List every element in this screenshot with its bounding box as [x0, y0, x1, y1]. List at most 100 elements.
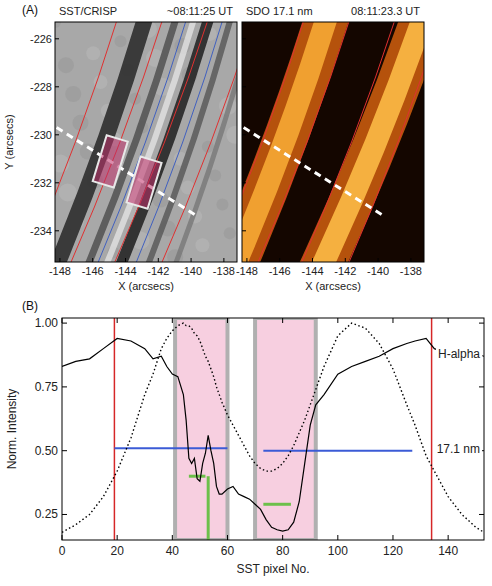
y-tick [62, 514, 67, 515]
feature [345, 22, 424, 262]
x-tick-label: -146 [269, 265, 291, 277]
x-tick [410, 258, 411, 262]
shaded-region [255, 318, 316, 540]
x-tick-label: 60 [221, 544, 235, 558]
series-label: H-alpha [438, 347, 480, 361]
x-tick-label: 0 [59, 544, 66, 558]
x-tick-label: -144 [301, 265, 323, 277]
y-tick [55, 86, 59, 87]
x-tick-label: -148 [236, 265, 258, 277]
x-tick [62, 535, 63, 540]
x-tick-label: 100 [328, 544, 348, 558]
panel-label: (B) [22, 299, 38, 313]
x-tick [125, 258, 126, 262]
granule [55, 22, 61, 28]
y-tick-label: 0.50 [35, 444, 59, 458]
level-line [263, 450, 412, 452]
boundary-line [431, 318, 433, 540]
y-tick [62, 323, 67, 324]
x-tick [246, 258, 247, 262]
frame [55, 22, 237, 262]
x-axis-title: X (arcsecs) [305, 280, 361, 292]
granule [86, 46, 100, 60]
y-tick-label: 0.25 [35, 507, 59, 521]
y-tick-label: -232 [30, 177, 52, 189]
x-tick [448, 535, 449, 540]
y-tick [55, 38, 59, 39]
x-tick [117, 535, 118, 540]
y-tick [479, 514, 484, 515]
image-title: SDO 17.1 nm [246, 5, 313, 17]
x-tick-label: -142 [147, 265, 169, 277]
feature [132, 22, 225, 262]
plot-area [62, 318, 484, 540]
x-tick [191, 258, 192, 262]
x-tick-label: -144 [114, 265, 136, 277]
image-ground [55, 22, 237, 262]
x-tick [172, 535, 173, 540]
x-tick [59, 258, 60, 262]
y-tick [62, 450, 67, 451]
x-tick [117, 318, 118, 323]
feature [242, 22, 328, 262]
feature [242, 22, 307, 262]
feature [298, 22, 398, 262]
image-title: SST/CRISP [59, 5, 117, 17]
y-tick [62, 386, 67, 387]
frame [62, 318, 484, 540]
x-tick-label: -142 [334, 265, 356, 277]
label-patch [436, 346, 482, 362]
boundary-line [114, 318, 116, 540]
y-tick [55, 182, 59, 183]
x-tick [392, 318, 393, 323]
y-axis-title: Norm. Intensity [5, 389, 19, 470]
x-tick-label: -146 [82, 265, 104, 277]
image-panel: -148 -146 -144 -142 -140 -138 X (arcsecs) SDO 1… [210, 5, 443, 292]
x-axis-title: X (arcsecs) [118, 280, 174, 292]
y-axis-title: Y (arcsecs) [3, 114, 15, 169]
y-tick-label: 0.75 [35, 380, 59, 394]
line-panel: 0204060801001201400.250.500.751.00SST pi… [5, 299, 484, 576]
y-tick-label: -228 [30, 81, 52, 93]
slit [57, 128, 198, 217]
y-tick-label: -230 [30, 129, 52, 141]
feature [319, 22, 424, 262]
y-tick [55, 134, 59, 135]
x-tick [337, 535, 338, 540]
image-subtitle: ~08:11:25 UT [167, 5, 233, 17]
y-tick [242, 134, 246, 135]
granule [224, 227, 236, 239]
x-tick-label: -138 [400, 265, 422, 277]
y-tick [479, 386, 484, 387]
selection-box [127, 156, 162, 208]
feature [319, 22, 424, 262]
y-tick [242, 230, 246, 231]
x-tick [448, 318, 449, 323]
granule [226, 126, 237, 144]
y-tick-label: -234 [30, 225, 52, 237]
x-tick-label: 120 [383, 544, 403, 558]
y-tick [479, 323, 484, 324]
y-tick-label: -226 [30, 33, 52, 45]
x-tick [378, 258, 379, 262]
x-tick [227, 535, 228, 540]
series-label: 17.1 nm [437, 442, 480, 456]
x-tick [223, 258, 224, 262]
granule [216, 198, 228, 210]
image-panel: -148-146-144-142-140-138-234-232-230-228… [3, 3, 256, 292]
x-tick [282, 535, 283, 540]
granule [59, 183, 77, 201]
x-tick-label: -148 [49, 265, 71, 277]
x-tick-label: -140 [180, 265, 202, 277]
granule [129, 93, 141, 105]
x-tick-label: -140 [367, 265, 389, 277]
x-tick [227, 318, 228, 323]
granule [115, 35, 127, 47]
x-tick [312, 258, 313, 262]
x-tick [92, 258, 93, 262]
x-axis-title: SST pixel No. [236, 562, 309, 576]
x-tick [62, 318, 63, 323]
x-tick [337, 318, 338, 323]
selection-box [93, 135, 128, 187]
x-tick-label: 140 [438, 544, 458, 558]
